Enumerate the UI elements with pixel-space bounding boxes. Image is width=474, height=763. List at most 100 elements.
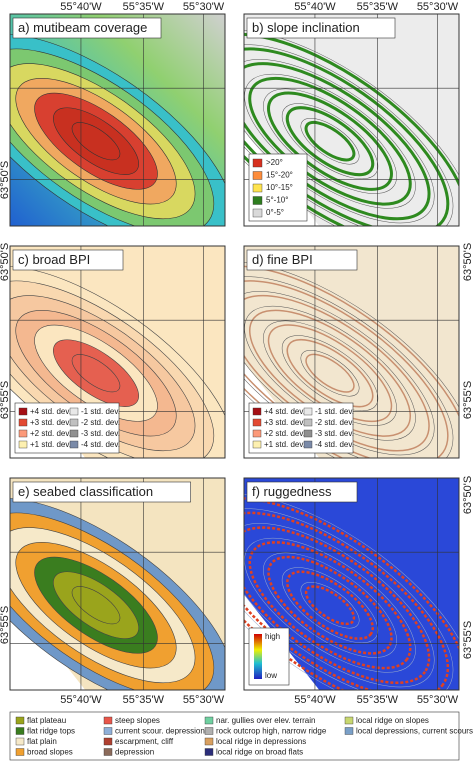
legend-label: >20°	[266, 158, 283, 167]
panel-title: b) slope inclination	[252, 20, 360, 35]
legend-swatch	[252, 208, 263, 218]
legend-swatch	[252, 171, 263, 180]
legend-swatch	[69, 429, 79, 438]
title-box	[12, 17, 162, 39]
title-box	[12, 481, 191, 503]
legend-swatch	[303, 418, 313, 427]
legend-gradient	[254, 634, 262, 679]
legend-label: 15°-20°	[266, 171, 293, 180]
seamount-contour	[267, 324, 393, 423]
seamount-contour	[304, 585, 356, 626]
longitude-label: 55°35'W	[357, 694, 399, 706]
legend-label: +4 std. dev.	[264, 407, 305, 416]
legend-swatch	[103, 727, 113, 735]
legend-swatch	[252, 183, 263, 193]
seamount-contour	[71, 586, 121, 625]
seamount-contour	[71, 122, 121, 161]
legend-label: -1 std. dev.	[315, 407, 354, 416]
legend-swatch	[103, 748, 113, 756]
legend-swatch	[344, 716, 354, 725]
longitude-label: 55°35'W	[357, 1, 399, 13]
panel-frame	[243, 477, 460, 691]
panel-frame	[9, 477, 226, 691]
title-box	[246, 249, 358, 271]
seamount-contour	[305, 353, 355, 393]
legend-swatch	[18, 418, 28, 427]
longitude-label: 55°30'W	[183, 694, 225, 706]
legend-swatch	[303, 429, 313, 438]
latitude-label: 63°50'S	[0, 161, 11, 199]
legend-label: flat ridge tops	[27, 727, 75, 736]
bathymetry-contour	[263, 552, 397, 658]
legend-swatch	[252, 158, 263, 168]
legend-label: steep slopes	[115, 716, 160, 725]
longitude-label: 55°35'W	[123, 1, 165, 13]
bathymetry-contour	[244, 523, 435, 688]
latitude-label: 63°50'S	[462, 476, 474, 514]
legend-label: -2 std. dev.	[81, 418, 120, 427]
bathymetry-contour	[244, 493, 459, 690]
bathymetry-contour	[263, 88, 397, 194]
bathymetry-contour	[281, 103, 379, 180]
legend-label: flat plateau	[27, 716, 66, 725]
legend-label: -1 std. dev.	[81, 407, 120, 416]
legend-swatch	[69, 440, 79, 449]
legend-swatch	[344, 727, 354, 735]
seamount-contour	[267, 91, 393, 191]
legend-swatch	[252, 196, 263, 205]
legend-label: +1 std. dev.	[264, 440, 305, 449]
legend-label: +2 std. dev.	[30, 429, 71, 438]
legend-label: +3 std. dev.	[30, 418, 71, 427]
seamount-contour	[286, 339, 374, 408]
bathymetry-contour	[281, 335, 379, 412]
latitude-label: 63°55'S	[0, 381, 11, 419]
seamount-contour	[304, 120, 356, 162]
panel-title: e) seabed classification	[18, 484, 153, 499]
seamount-contour	[286, 570, 374, 640]
bathymetry-contour	[244, 537, 416, 673]
legend-label: 5°-10°	[266, 196, 288, 205]
legend-label: local ridge in depressions	[216, 737, 306, 746]
latitude-label: 63°55'S	[462, 621, 474, 659]
legend-label: local depressions, current scours	[356, 727, 473, 736]
title-box	[246, 17, 396, 39]
panel-title: f) ruggedness	[252, 484, 332, 499]
seamount-contour	[285, 106, 375, 177]
bathymetry-contour	[244, 508, 454, 690]
panel-frame	[9, 13, 226, 227]
seamount-contour	[267, 555, 393, 655]
latitude-label: 63°50'S	[462, 243, 474, 281]
legend-swatch	[252, 418, 262, 427]
legend-swatch	[15, 727, 25, 735]
title-box	[246, 481, 358, 503]
seamount-contour	[248, 76, 412, 206]
legend-swatch	[252, 407, 262, 416]
map-panel	[10, 478, 225, 690]
legend-label: broad slopes	[27, 748, 73, 757]
map-panel	[10, 14, 225, 226]
seamount-contour	[71, 354, 121, 393]
legend-label: local ridge on broad flats	[216, 748, 303, 757]
bathymetry-contour	[263, 320, 397, 426]
legend-swatch	[303, 440, 313, 449]
legend-label: +1 std. dev.	[30, 440, 71, 449]
longitude-label: 55°40'W	[60, 1, 102, 13]
legend-swatch	[204, 727, 214, 735]
legend-label: -3 std. dev.	[315, 429, 354, 438]
legend-label: nar. gullies over elev. terrain	[216, 716, 315, 725]
legend-swatch	[15, 716, 25, 725]
legend-swatch	[18, 429, 28, 438]
panel-title: a) mutibeam coverage	[18, 20, 147, 35]
longitude-label: 55°40'W	[60, 694, 102, 706]
legend-swatch	[15, 737, 25, 746]
legend-label: -2 std. dev.	[315, 418, 354, 427]
legend-swatch	[303, 407, 313, 416]
bathymetry-contour	[300, 118, 360, 165]
legend-box	[14, 402, 120, 454]
legend-label: +4 std. dev.	[30, 407, 71, 416]
legend-swatch	[204, 737, 214, 746]
longitude-label: 55°40'W	[294, 694, 336, 706]
latitude-label: 63°55'S	[0, 606, 11, 644]
legend-swatch	[69, 418, 79, 427]
legend-label: current scour. depression	[115, 727, 205, 736]
